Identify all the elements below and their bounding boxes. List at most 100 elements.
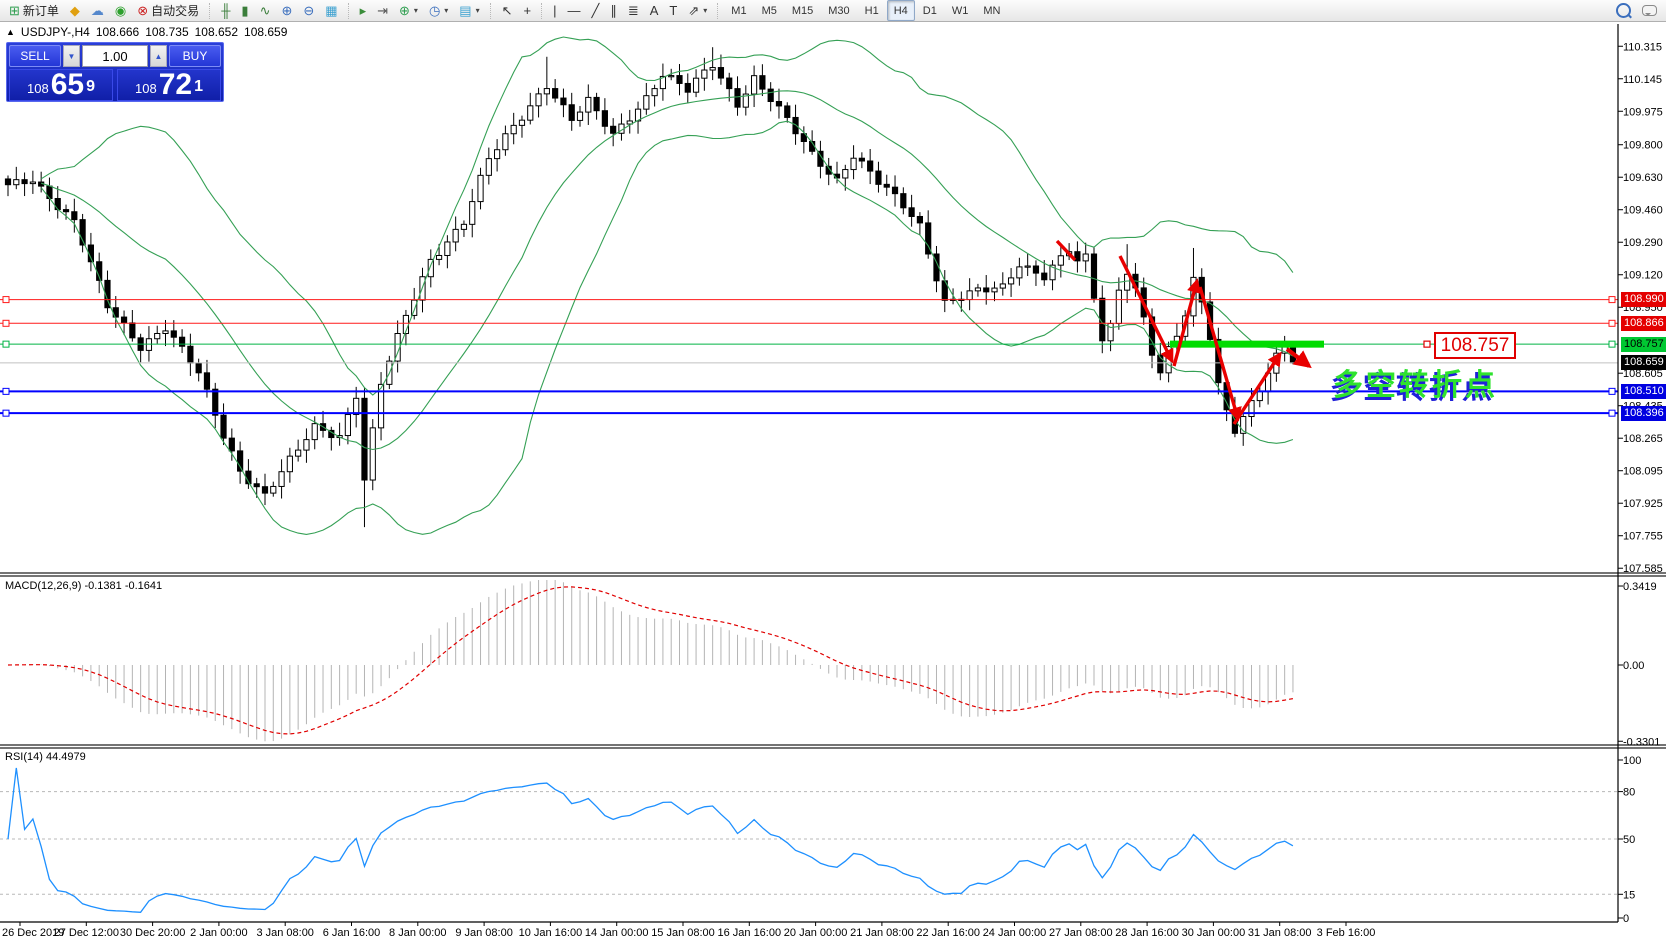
symbol-collapse-icon[interactable]: ▲	[6, 27, 15, 37]
text-icon[interactable]: A	[645, 0, 664, 21]
price-axis-badge: 108.757	[1621, 336, 1666, 352]
text-label-icon[interactable]: T	[664, 0, 682, 21]
svg-text:108.095: 108.095	[1623, 466, 1663, 478]
annotation-text[interactable]: 多空转折点	[1333, 369, 1498, 402]
time-axis-label: 3 Jan 08:00	[256, 927, 314, 939]
svg-text:110.145: 110.145	[1623, 74, 1662, 86]
chevron-down-icon[interactable]: ▾	[703, 6, 708, 15]
chevron-down-icon[interactable]: ▾	[413, 6, 418, 15]
time-axis-label: 9 Jan 08:00	[455, 927, 513, 939]
line-chart-icon: ∿	[259, 3, 271, 18]
one-click-controls: SELL ▼ 1.00 ▲ BUY	[9, 45, 221, 67]
chart-shift-icon: ⇥	[377, 3, 389, 18]
periods-icon: ◷	[428, 3, 441, 18]
equidistant-channel-icon: ∥	[610, 3, 617, 18]
chevron-down-icon[interactable]: ▾	[444, 6, 449, 15]
chat-icon[interactable]	[1637, 0, 1662, 21]
cursor-icon[interactable]: ↖	[497, 0, 518, 21]
time-axis-label: 30 Jan 00:00	[1182, 927, 1246, 939]
svg-text:109.120: 109.120	[1623, 270, 1663, 282]
periods-icon[interactable]: ◷ ▾	[424, 0, 453, 21]
volume-input[interactable]: 1.00	[82, 45, 148, 67]
trendline-icon[interactable]: ╱	[587, 0, 605, 21]
svg-text:108.265: 108.265	[1623, 433, 1663, 445]
zoom-out-icon[interactable]: ⊖	[298, 0, 319, 21]
price-axis-badge: 108.396	[1621, 405, 1666, 421]
svg-text:107.925: 107.925	[1623, 498, 1663, 510]
candlestick-chart-icon[interactable]: ▮	[236, 0, 253, 21]
time-axis-label: 14 Jan 00:00	[585, 927, 649, 939]
ohlc-close: 108.659	[244, 25, 288, 39]
timeframe-h4[interactable]: H4	[886, 0, 915, 21]
ohlc-open: 108.666	[95, 25, 140, 39]
chevron-down-icon[interactable]: ▾	[475, 6, 480, 15]
buy-price[interactable]: 108 72 1	[117, 69, 221, 101]
search-icon[interactable]	[1611, 0, 1636, 21]
vertical-line-icon: |	[553, 3, 557, 18]
line-chart-icon[interactable]: ∿	[255, 0, 276, 21]
time-axis-label: 22 Jan 16:00	[916, 927, 980, 939]
chart-shift-icon[interactable]: ⇥	[372, 0, 393, 21]
crosshair-icon[interactable]: +	[519, 0, 537, 21]
time-axis-label: 27 Jan 08:00	[1049, 927, 1113, 939]
sell-price[interactable]: 108 65 9	[9, 69, 113, 101]
arrows-icon[interactable]: ⇗ ▾	[683, 0, 712, 21]
svg-text:109.975: 109.975	[1623, 106, 1663, 118]
horizontal-line-icon: —	[567, 3, 581, 18]
auto-scroll-icon: ▸	[359, 3, 367, 18]
timeframe-m5[interactable]: M5	[761, 4, 777, 17]
signals-icon[interactable]: ◉	[110, 0, 131, 21]
svg-text:107.585: 107.585	[1623, 563, 1663, 575]
price-callout[interactable]: 108.757	[1434, 332, 1516, 360]
zoom-in-icon[interactable]: ⊕	[276, 0, 297, 21]
rsi-indicator-label: RSI(14) 44.4979	[5, 751, 86, 763]
one-click-prices: 108 65 9 108 72 1	[9, 69, 221, 101]
volume-decrease-button[interactable]: ▼	[63, 45, 80, 67]
new-order-button: ⊞	[9, 3, 20, 18]
timeframe-w1[interactable]: W1	[951, 4, 969, 17]
time-axis-label: 28 Jan 16:00	[1115, 927, 1179, 939]
timeframe-d1[interactable]: D1	[922, 4, 937, 17]
time-axis-label: 6 Jan 16:00	[323, 927, 381, 939]
timeframe-m1[interactable]: M1	[731, 4, 747, 17]
auto-scroll-icon[interactable]: ▸	[355, 0, 372, 21]
toolbar-separator	[541, 2, 543, 19]
auto-trading-button[interactable]: ⊗ 自动交易	[137, 3, 200, 18]
timeframe-mn[interactable]: MN	[983, 4, 1001, 17]
virtual-hosting-icon[interactable]: ☁	[86, 0, 109, 21]
equidistant-channel-icon[interactable]: ∥	[605, 0, 622, 21]
fibonacci-icon[interactable]: ≣	[623, 0, 644, 21]
virtual-hosting-icon: ☁	[90, 3, 104, 18]
time-axis-label: 27 Dec 12:00	[54, 927, 119, 939]
timeframe-m15[interactable]: M15	[791, 4, 814, 17]
price-axis-badge: 108.866	[1621, 315, 1666, 331]
horizontal-line-icon[interactable]: —	[563, 0, 586, 21]
metaeditor-icon[interactable]: ◆	[65, 0, 85, 21]
volume-increase-button[interactable]: ▲	[150, 45, 167, 67]
macd-indicator-label: MACD(12,26,9) -0.1381 -0.1641	[5, 580, 163, 592]
bar-chart-icon[interactable]: ╫	[216, 0, 235, 21]
timeframe-h1[interactable]: H1	[864, 4, 879, 17]
vertical-line-icon[interactable]: |	[548, 0, 561, 21]
tile-windows-icon[interactable]: ▦	[320, 0, 342, 21]
price-axis-badge: 108.990	[1621, 292, 1666, 308]
search-icon	[1616, 3, 1631, 18]
buy-button[interactable]: BUY	[169, 45, 221, 67]
svg-text:0: 0	[1623, 913, 1629, 925]
templates-icon[interactable]: ▤ ▾	[454, 0, 484, 21]
svg-text:15: 15	[1623, 889, 1635, 901]
timeframe-m30[interactable]: M30	[828, 4, 850, 17]
arrows-icon: ⇗	[688, 3, 700, 18]
svg-text:109.630: 109.630	[1623, 172, 1663, 184]
toolbar-separator	[489, 2, 492, 19]
svg-text:109.290: 109.290	[1623, 237, 1663, 249]
ohlc-high: 108.735	[145, 25, 189, 39]
indicators-icon[interactable]: ⊕ ▾	[394, 0, 423, 21]
symbol-ohlc: ▲ USDJPY-,H4 108.666 108.735 108.652 108…	[6, 25, 287, 39]
svg-text:100: 100	[1623, 755, 1641, 767]
new-order-button[interactable]: ⊞ 新订单	[9, 3, 59, 18]
time-axis-label: 10 Jan 16:00	[519, 927, 583, 939]
sell-button[interactable]: SELL	[9, 45, 61, 67]
